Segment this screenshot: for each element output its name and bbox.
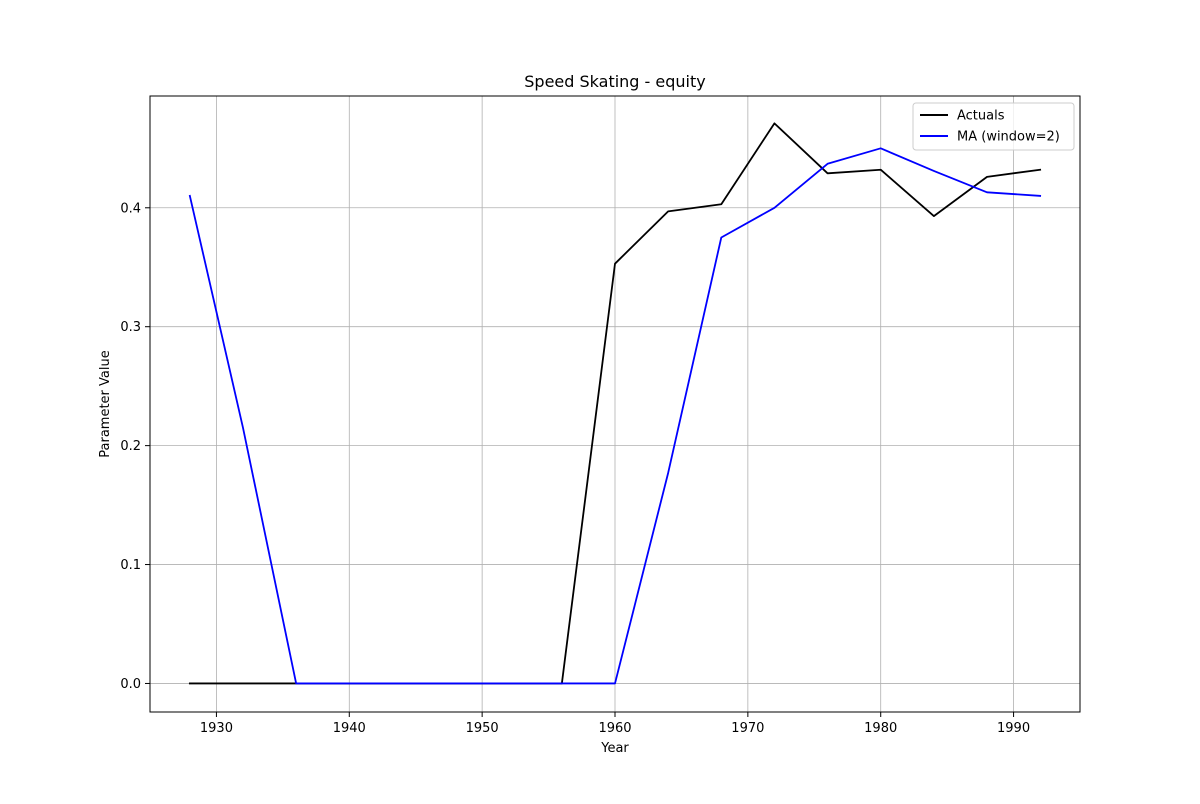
x-tick-label: 1960 bbox=[598, 721, 631, 736]
legend-label-actuals: Actuals bbox=[957, 109, 1005, 124]
legend: Actuals MA (window=2) bbox=[912, 102, 1075, 151]
y-tick-label: 0.3 bbox=[120, 320, 141, 335]
legend-label-moving-average: MA (window=2) bbox=[957, 130, 1060, 145]
x-tick-label: 1980 bbox=[864, 721, 897, 736]
x-tick-label: 1930 bbox=[200, 721, 233, 736]
series-layer bbox=[188, 122, 1042, 685]
tick-layer: 1930 1940 1950 1960 1970 1980 1990 0.0 0.1 0.2 0.3… bbox=[120, 201, 1030, 736]
x-axis-label: Year bbox=[600, 741, 629, 756]
y-tick-label: 0.0 bbox=[120, 677, 141, 692]
y-axis-label: Parameter Value bbox=[98, 350, 113, 457]
x-tick-label: 1970 bbox=[731, 721, 764, 736]
y-tick-label: 0.2 bbox=[120, 439, 141, 454]
x-tick-label: 1940 bbox=[333, 721, 366, 736]
y-tick-label: 0.4 bbox=[120, 201, 141, 216]
moving-average-line bbox=[188, 147, 1042, 685]
legend-box bbox=[912, 102, 1075, 151]
y-tick-label: 0.1 bbox=[120, 558, 141, 573]
x-tick-label: 1990 bbox=[997, 721, 1030, 736]
chart-title: Speed Skating - equity bbox=[524, 72, 705, 91]
x-tick-label: 1950 bbox=[466, 721, 499, 736]
